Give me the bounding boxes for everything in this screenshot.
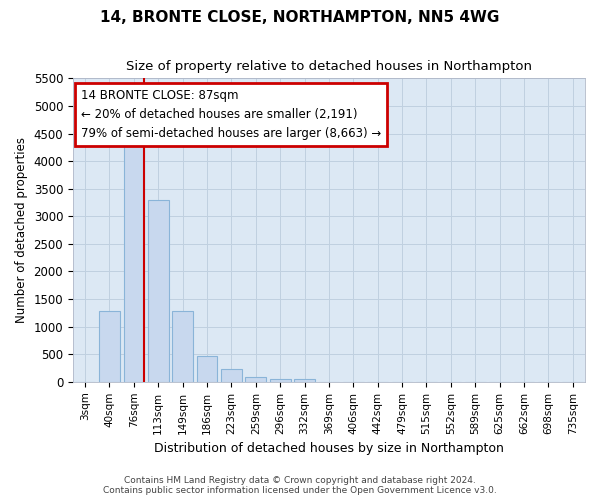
- Text: 14, BRONTE CLOSE, NORTHAMPTON, NN5 4WG: 14, BRONTE CLOSE, NORTHAMPTON, NN5 4WG: [100, 10, 500, 25]
- Title: Size of property relative to detached houses in Northampton: Size of property relative to detached ho…: [126, 60, 532, 73]
- Bar: [124, 142, 144, 382]
- X-axis label: Distribution of detached houses by size in Northampton: Distribution of detached houses by size …: [154, 442, 504, 455]
- Y-axis label: Number of detached properties: Number of detached properties: [15, 137, 28, 323]
- Bar: [270, 378, 290, 382]
- Bar: [148, 200, 169, 382]
- Bar: [294, 379, 315, 382]
- Text: 14 BRONTE CLOSE: 87sqm
← 20% of detached houses are smaller (2,191)
79% of semi-: 14 BRONTE CLOSE: 87sqm ← 20% of detached…: [80, 89, 381, 140]
- Bar: [172, 311, 193, 382]
- Bar: [99, 311, 120, 382]
- Text: Contains HM Land Registry data © Crown copyright and database right 2024.
Contai: Contains HM Land Registry data © Crown c…: [103, 476, 497, 495]
- Bar: [245, 377, 266, 382]
- Bar: [197, 356, 217, 382]
- Bar: [221, 369, 242, 382]
